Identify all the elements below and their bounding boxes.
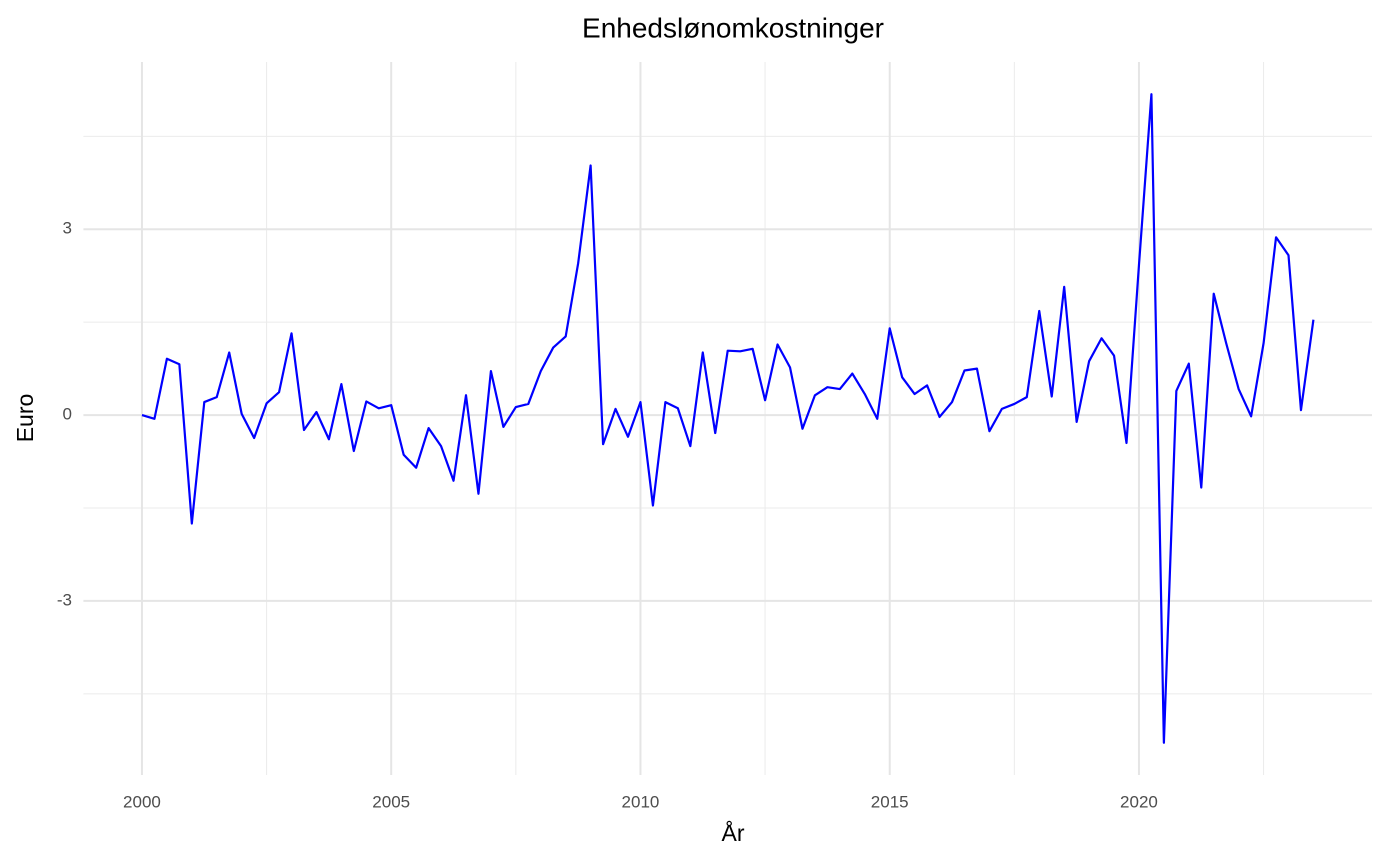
- x-tick-label: 2000: [123, 792, 161, 811]
- y-axis-title: Euro: [12, 394, 38, 443]
- x-tick-label: 2015: [871, 792, 909, 811]
- x-tick-label: 2020: [1120, 792, 1158, 811]
- y-tick-label: 3: [63, 219, 72, 238]
- y-tick-label: -3: [57, 590, 72, 609]
- x-tick-label: 2005: [372, 792, 410, 811]
- x-tick-label: 2010: [622, 792, 660, 811]
- x-axis-title: År: [722, 819, 745, 846]
- data-line: [141, 93, 1315, 744]
- y-tick-label: 0: [63, 405, 72, 424]
- chart-title: Enhedslønomkostninger: [582, 12, 884, 43]
